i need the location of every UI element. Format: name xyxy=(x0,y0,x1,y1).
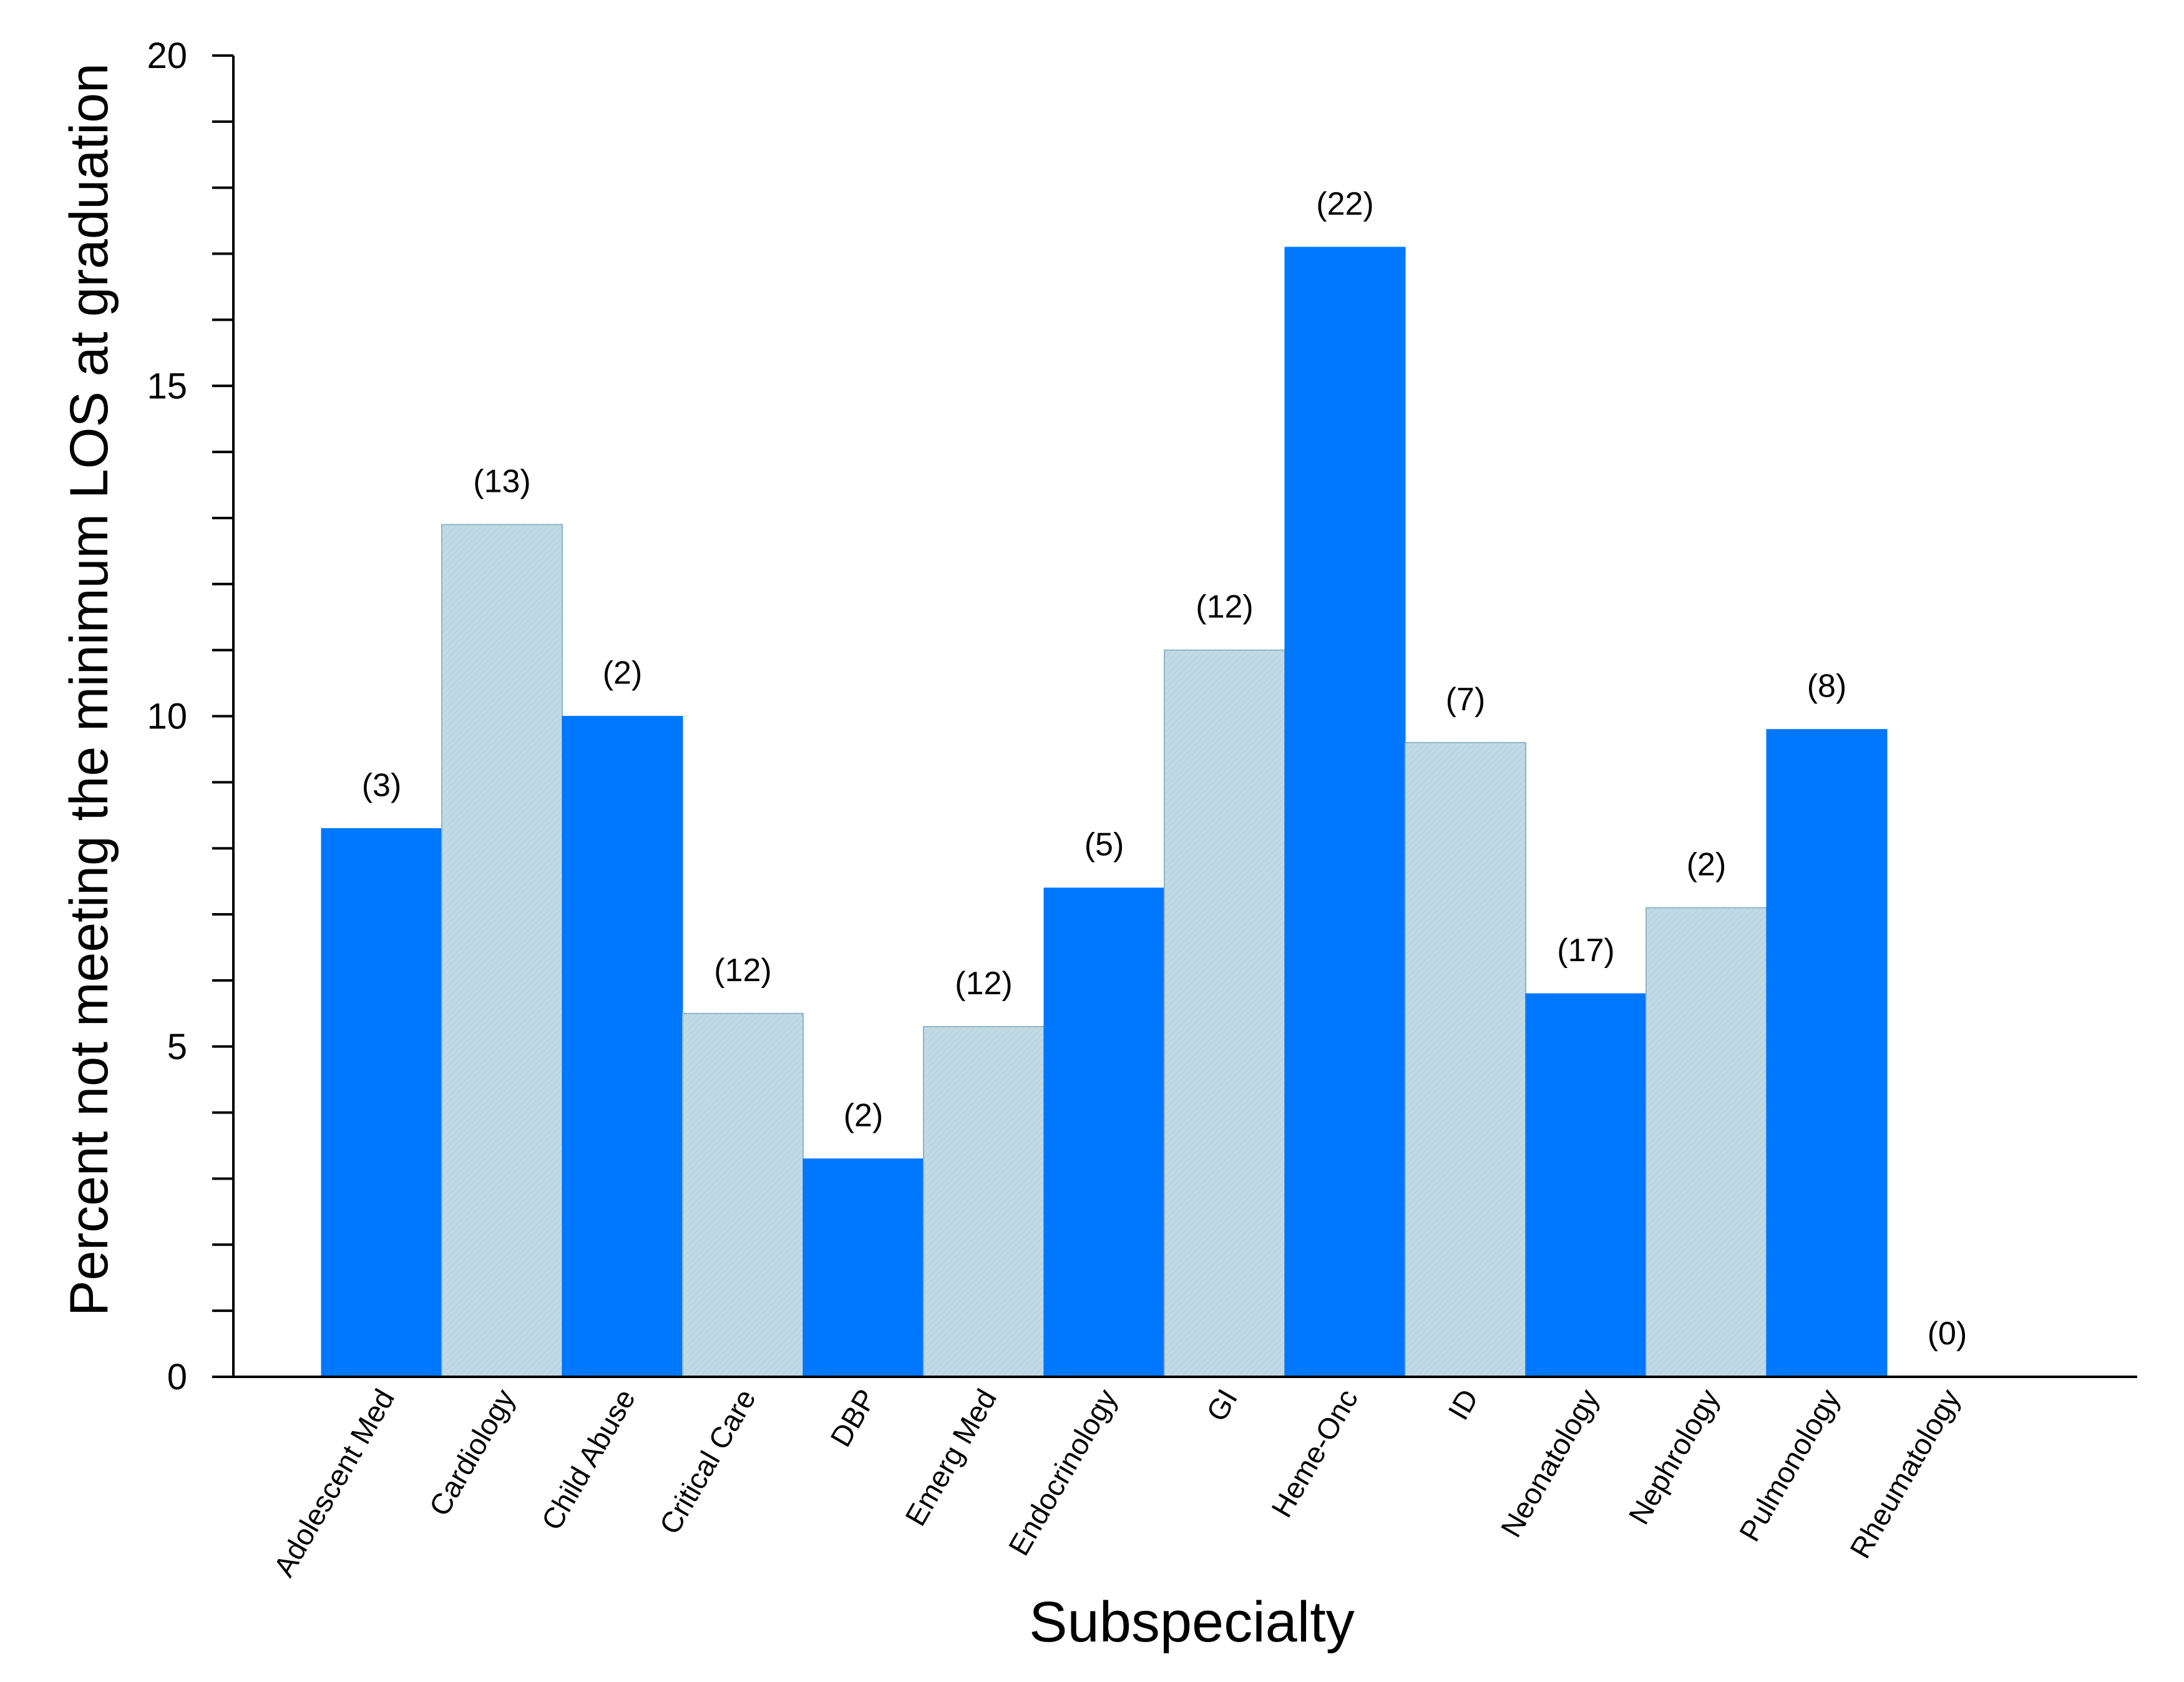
y-axis-title: Percent not meeting the minimum LOS at g… xyxy=(59,63,119,1316)
y-tick-label: 15 xyxy=(147,366,187,406)
x-axis-title: Subspecialty xyxy=(1029,1590,1355,1654)
bar-dbp xyxy=(802,1158,924,1377)
count-label: (22) xyxy=(1316,186,1373,222)
count-label: (8) xyxy=(1807,668,1847,705)
bar-critical-care xyxy=(682,1012,804,1377)
x-tick-label: Neonatology xyxy=(1494,1383,1605,1542)
x-tick-label: Nephrology xyxy=(1622,1383,1725,1530)
bar-adolescent-med xyxy=(321,828,442,1377)
x-tick-label: ID xyxy=(1441,1384,1484,1425)
bar-pulmonology xyxy=(1766,729,1888,1377)
x-tick-label: Pulmonology xyxy=(1732,1383,1846,1547)
x-tick-label: Rheumatology xyxy=(1843,1383,1967,1563)
bar-endocrinology xyxy=(1043,887,1165,1377)
y-tick-label: 5 xyxy=(167,1027,187,1067)
bar-gi xyxy=(1164,649,1285,1377)
count-labels-layer: (3) (13) (2) (12) (2) (12) (5) (12) (22) (7) (17) (… xyxy=(362,186,1967,1352)
bar-neonatology xyxy=(1525,993,1647,1377)
x-tick-label: Adolescent Med xyxy=(267,1384,401,1582)
y-tick-label: 0 xyxy=(167,1357,187,1397)
bar-heme-onc xyxy=(1284,247,1406,1377)
count-label: (12) xyxy=(1196,589,1253,625)
count-label: (0) xyxy=(1928,1316,1967,1352)
count-label: (2) xyxy=(844,1098,884,1134)
y-tick-labels-layer: 0 5 10 15 20 xyxy=(147,36,187,1397)
bar-emerg-med xyxy=(923,1025,1045,1377)
x-tick-label: Heme-Onc xyxy=(1265,1384,1365,1523)
count-label: (3) xyxy=(362,767,402,803)
bar-child-abuse xyxy=(562,716,683,1377)
x-tick-label: Emerg Med xyxy=(899,1384,1003,1532)
x-tick-label: Cardiology xyxy=(422,1383,521,1522)
bar-cardiology xyxy=(441,524,563,1377)
count-label: (13) xyxy=(473,464,530,500)
y-tick-label: 20 xyxy=(147,36,187,76)
count-label: (17) xyxy=(1557,932,1614,969)
x-tick-label: GI xyxy=(1199,1384,1244,1427)
bar-nephrology xyxy=(1645,907,1767,1377)
category-labels-layer: Adolescent Med Cardiology Child Abuse Criti… xyxy=(267,1383,1967,1582)
bar-id xyxy=(1405,741,1526,1377)
x-tick-label: Child Abuse xyxy=(535,1384,641,1536)
x-tick-label: DBP xyxy=(824,1384,882,1452)
count-label: (7) xyxy=(1446,682,1486,718)
count-label: (2) xyxy=(1687,846,1727,883)
y-tick-label: 10 xyxy=(147,697,187,737)
count-label: (5) xyxy=(1085,827,1124,863)
count-label: (12) xyxy=(714,952,771,989)
count-label: (12) xyxy=(955,966,1012,1002)
x-tick-label: Endocrinology xyxy=(1002,1383,1123,1561)
axes-layer xyxy=(212,54,2137,1378)
bars-layer xyxy=(321,247,1888,1377)
count-label: (2) xyxy=(603,655,643,692)
x-tick-label: Critical Care xyxy=(653,1384,762,1540)
